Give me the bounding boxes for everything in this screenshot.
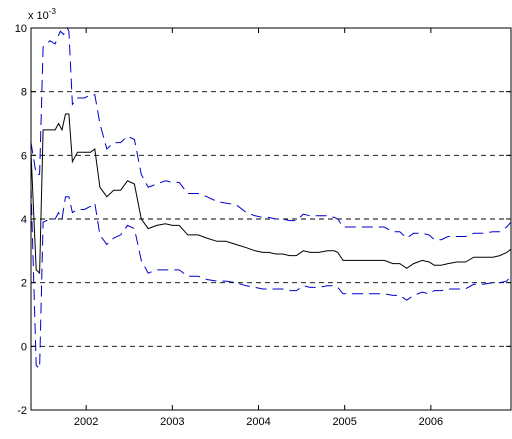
y-tick-label: 6 [21,150,27,162]
x-tick-label: 2004 [246,416,270,428]
series-line-estimate [30,113,512,275]
y-tick-label: 10 [15,23,27,35]
y-tick-label: -2 [17,405,27,417]
series-line-lower-band [30,187,512,370]
y-tick-label: 4 [21,214,27,226]
series-layer [30,26,512,370]
grid-layer [31,91,511,347]
series-line-upper-band [30,26,512,241]
x-tick-label: 2003 [160,416,184,428]
labels-layer: -2 0 2 4 6 8 10 2002 2003 2004 2005 2006 [15,23,443,428]
ticks-layer [31,27,511,411]
x-tick-label: 2005 [332,416,356,428]
y-exponent-label: x 10-3 [28,7,56,22]
x-tick-label: 2006 [419,416,443,428]
y-tick-label: 0 [21,341,27,353]
x-tick-label: 2002 [74,416,98,428]
y-tick-label: 2 [21,278,27,290]
y-tick-label: 8 [21,87,27,99]
